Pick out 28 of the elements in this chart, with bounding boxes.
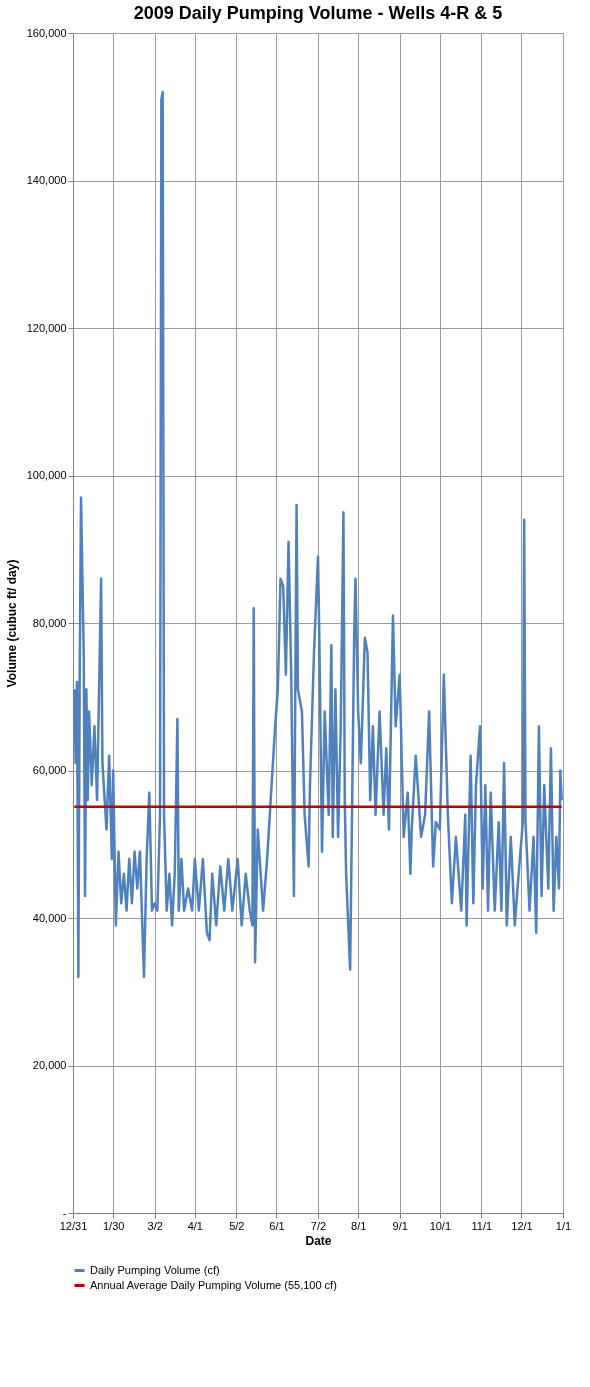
legend-label: Daily Pumping Volume (cf) — [90, 1263, 220, 1276]
x-axis-title: Date — [305, 1233, 332, 1248]
legend-label: Annual Average Daily Pumping Volume (55,100 cf) — [90, 1278, 337, 1291]
x-tick-label: 12/31 — [59, 1219, 88, 1232]
x-tick-label: 1/30 — [102, 1219, 125, 1232]
x-tick-label: 5/2 — [229, 1219, 245, 1232]
x-tick-label: 10/1 — [429, 1219, 452, 1232]
line-series — [73, 90, 563, 979]
x-tick-label: 4/1 — [187, 1219, 203, 1232]
x-tick-label: 7/2 — [310, 1219, 327, 1232]
y-tick-label: 20,000 — [32, 1059, 67, 1071]
y-tick-label: 140,000 — [26, 174, 67, 186]
y-tick-label: 80,000 — [32, 616, 67, 629]
y-tick-label: 100,000 — [26, 469, 67, 481]
y-tick-label: 40,000 — [32, 911, 67, 924]
y-tick-label: 160,000 — [26, 26, 67, 39]
y-tick-label: - — [62, 1206, 67, 1219]
x-tick-label: 12/1 — [511, 1219, 533, 1232]
x-tick-label: 3/2 — [147, 1219, 163, 1232]
y-axis-title: Volume (cubuc ft/ day) — [4, 559, 19, 688]
y-tick-label: 60,000 — [32, 764, 67, 776]
x-tick-label: 8/1 — [351, 1219, 367, 1232]
x-tick-label: 11/1 — [471, 1219, 493, 1232]
x-tick-label: 1/1 — [555, 1219, 572, 1232]
x-tick-label: 6/1 — [269, 1219, 285, 1232]
y-tick-label: 120,000 — [26, 321, 67, 334]
chart-title: 2009 Daily Pumping Volume - Wells 4-R & 5 — [133, 3, 503, 23]
x-tick-label: 9/1 — [392, 1219, 408, 1232]
